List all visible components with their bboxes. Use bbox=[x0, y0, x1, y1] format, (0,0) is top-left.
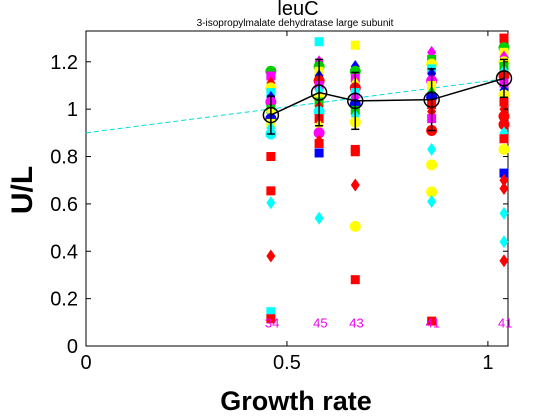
data-point bbox=[499, 206, 509, 220]
mean-marker bbox=[495, 70, 513, 87]
data-point bbox=[313, 127, 325, 139]
data-point bbox=[427, 195, 437, 209]
data-point bbox=[314, 139, 324, 148]
y-tick-label: 0.8 bbox=[50, 147, 78, 169]
data-point bbox=[314, 211, 324, 225]
data-point bbox=[314, 37, 324, 47]
sample-count-label: 45 bbox=[313, 315, 327, 330]
data-point bbox=[499, 97, 509, 107]
chart-subtitle: 3-isopropylmalate dehydratase large subu… bbox=[197, 18, 394, 29]
data-point bbox=[498, 110, 510, 122]
data-point bbox=[266, 186, 276, 196]
y-tick-label: 0.6 bbox=[50, 194, 78, 216]
data-point bbox=[350, 147, 360, 157]
y-axis-ticks: 0 0.2 0.4 0.6 0.8 1 1.2 bbox=[50, 52, 508, 358]
data-point bbox=[350, 275, 360, 285]
data-point bbox=[499, 173, 509, 187]
y-axis-label: U/L bbox=[6, 166, 39, 214]
plot-area bbox=[85, 30, 509, 347]
data-point bbox=[350, 178, 360, 192]
data-point bbox=[349, 220, 361, 232]
sample-count-label: 41 bbox=[426, 315, 440, 330]
mean-marker bbox=[423, 91, 440, 108]
data-point bbox=[499, 134, 509, 144]
x-axis-label: Growth rate bbox=[220, 386, 372, 416]
fit-line bbox=[85, 77, 509, 134]
data-point bbox=[499, 254, 509, 268]
y-tick-label: 1.2 bbox=[50, 52, 78, 74]
data-point bbox=[498, 119, 510, 131]
data-point bbox=[266, 152, 276, 162]
data-point bbox=[350, 40, 360, 50]
mean-series bbox=[262, 58, 513, 135]
sample-count-label: 41 bbox=[498, 315, 512, 330]
sample-count-label: 34 bbox=[265, 315, 279, 330]
data-point bbox=[266, 249, 276, 263]
data-point bbox=[266, 71, 276, 81]
data-point bbox=[266, 196, 276, 210]
sample-count-label: 43 bbox=[349, 315, 363, 330]
y-tick-label: 0.2 bbox=[50, 289, 78, 311]
data-point bbox=[266, 314, 276, 324]
y-tick-label: 0.4 bbox=[50, 241, 78, 263]
data-point bbox=[498, 143, 510, 155]
data-point bbox=[499, 168, 509, 178]
data-point bbox=[426, 186, 438, 198]
data-point bbox=[427, 316, 437, 326]
data-point bbox=[499, 182, 509, 195]
fit-line-layer bbox=[85, 77, 509, 134]
mean-marker bbox=[262, 106, 280, 124]
mean-marker bbox=[310, 84, 328, 101]
x-tick-label: 0.5 bbox=[273, 352, 301, 374]
data-point bbox=[266, 307, 276, 317]
x-axis-ticks: 0 0.5 1 bbox=[80, 31, 493, 374]
x-tick-label: 0 bbox=[80, 352, 91, 374]
y-tick-label: 1 bbox=[67, 99, 78, 121]
x-tick-label: 1 bbox=[482, 352, 493, 374]
sample-count-labels: 34 45 43 41 41 bbox=[265, 315, 513, 330]
data-point bbox=[499, 235, 509, 249]
data-point bbox=[426, 159, 438, 171]
data-point bbox=[427, 142, 437, 156]
chart-title: leuC bbox=[277, 0, 318, 20]
y-tick-label: 0 bbox=[67, 336, 78, 358]
mean-marker bbox=[347, 92, 364, 110]
data-point bbox=[314, 148, 324, 158]
